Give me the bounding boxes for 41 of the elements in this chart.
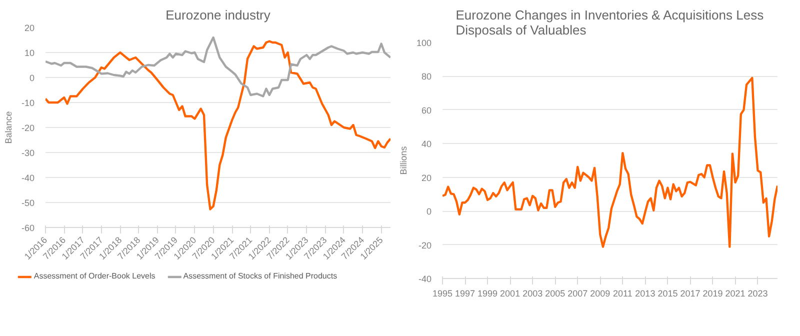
x-tick-label: 1995 xyxy=(432,288,453,298)
y-tick-label: -40 xyxy=(21,173,35,183)
chart-title: Eurozone Changes in Inventories & Acquisitions Less Disposals of Valuables xyxy=(456,8,764,38)
x-tick-label: 2011 xyxy=(612,288,632,298)
x-tick-label: 2017 xyxy=(680,288,700,298)
y-tick-label: 100 xyxy=(416,38,432,48)
chart-title: Eurozone industry xyxy=(166,8,271,22)
y-tick-label: 80 xyxy=(421,72,432,82)
y-tick-label: 0 xyxy=(29,73,35,83)
legend-label: Assessment of Order-Book Levels xyxy=(34,272,156,280)
y-tick-label: 60 xyxy=(421,105,432,116)
y-tick-label: -40 xyxy=(418,274,432,284)
line-series xyxy=(442,76,778,248)
y-tick-label: 0 xyxy=(426,206,432,217)
x-tick-label: 2007 xyxy=(568,288,588,298)
y-axis-title: Balance xyxy=(3,111,14,144)
legend-label: Assessment of Stocks of Finished Products xyxy=(183,272,338,280)
y-tick-label: -10 xyxy=(21,98,35,108)
y-tick-label: -20 xyxy=(418,240,432,250)
x-tick-label: 2001 xyxy=(500,288,520,298)
x-tick-label: 2003 xyxy=(522,288,543,298)
y-axis-title: Billions xyxy=(398,146,408,175)
y-tick-label: -60 xyxy=(21,223,35,233)
x-tick-label: 1997 xyxy=(455,288,476,298)
x-tick-label: 2005 xyxy=(545,288,566,298)
y-tick-label: -20 xyxy=(21,123,35,133)
x-tick-label: 2023 xyxy=(748,288,768,298)
line-series xyxy=(46,36,390,98)
y-tick-label: 10 xyxy=(24,48,35,58)
y-tick-label: -30 xyxy=(21,148,35,158)
x-tick-label: 1999 xyxy=(478,288,498,298)
x-tick-label: 2013 xyxy=(635,288,656,298)
y-tick-label: 20 xyxy=(24,23,35,33)
y-tick-label: 40 xyxy=(421,139,432,150)
y-tick-label: -50 xyxy=(21,198,35,208)
x-tick-label: 2009 xyxy=(590,288,610,298)
x-tick-label: 2019 xyxy=(702,288,723,298)
x-tick-label: 2015 xyxy=(658,288,678,298)
x-tick-label: 2021 xyxy=(725,288,746,298)
line-series xyxy=(46,40,390,210)
y-tick-label: 20 xyxy=(421,172,432,183)
